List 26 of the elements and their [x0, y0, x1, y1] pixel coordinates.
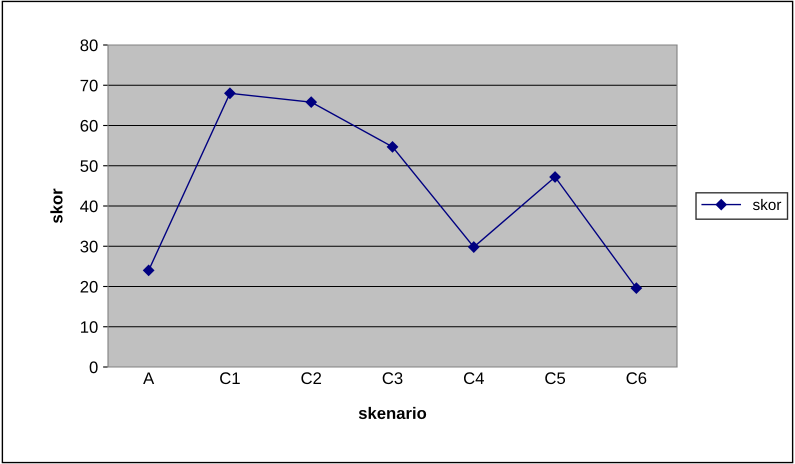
x-tick-label: C4	[464, 372, 484, 384]
y-tick-label: 30	[80, 240, 98, 252]
point	[306, 96, 317, 108]
y-tick-label: 50	[80, 160, 98, 172]
point	[386, 141, 398, 152]
x-tick-label: C2	[301, 372, 322, 384]
y-tick-label: 10	[81, 321, 98, 333]
y-tick-label: 60	[80, 120, 98, 132]
point	[468, 241, 480, 253]
legend-label: skor	[752, 198, 782, 210]
x-tick-label: C5	[545, 372, 566, 384]
x-tick-label: C1	[220, 372, 240, 384]
x-axis-title: skenario	[358, 406, 426, 420]
point	[143, 264, 154, 276]
y-tick-label: 80	[80, 39, 98, 52]
y-tick-label: 0	[90, 361, 98, 374]
point	[224, 88, 236, 99]
x-tick-label: A	[143, 372, 154, 384]
y-axis-title: skor	[50, 188, 63, 224]
point	[630, 282, 642, 294]
y-tick-label: 20	[80, 280, 98, 293]
y-tick-label: 70	[80, 80, 98, 92]
x-tick-label: C6	[626, 372, 646, 384]
x-tick-label: C3	[382, 372, 402, 384]
point	[549, 171, 561, 183]
y-tick-label: 40	[80, 200, 98, 212]
